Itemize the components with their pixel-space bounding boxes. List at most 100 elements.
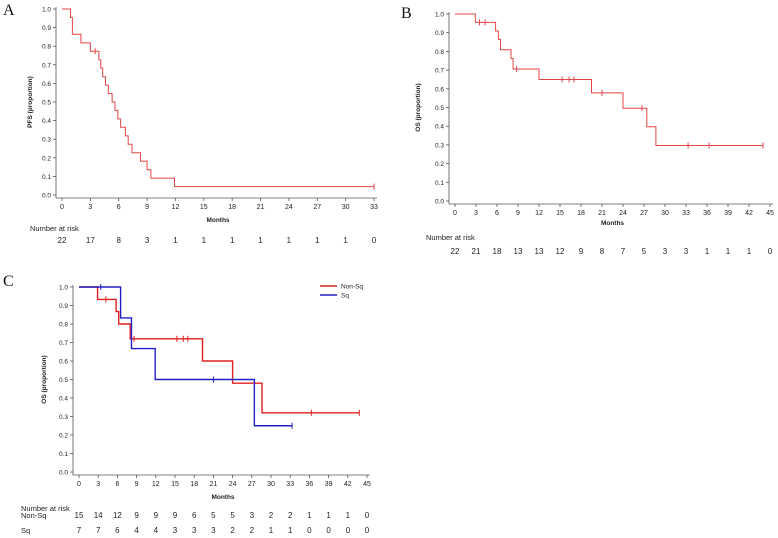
x-tick-label: 30 <box>661 210 669 217</box>
risk-value: 8 <box>599 247 605 256</box>
risk-value: 1 <box>725 247 731 256</box>
risk-table-title-a: Number at risk <box>30 224 79 233</box>
risk-value: 1 <box>258 236 263 245</box>
y-tick-label: 0.1 <box>435 180 444 187</box>
x-tick-label: 24 <box>285 204 293 211</box>
x-tick-label: 18 <box>190 481 198 488</box>
risk-value: 4 <box>153 526 159 535</box>
risk-value: 4 <box>134 526 139 535</box>
km-curve-sq <box>79 286 293 427</box>
risk-value: 3 <box>662 247 668 256</box>
y-tick-label: 0.7 <box>42 62 51 69</box>
x-axis-label: Months <box>211 494 234 501</box>
x-tick-label: 15 <box>171 481 179 488</box>
risk-value: 9 <box>578 247 584 256</box>
risk-value: 1 <box>229 236 235 245</box>
y-tick-label: 0.9 <box>435 30 444 37</box>
risk-value: 0 <box>307 526 312 535</box>
risk-value: 1 <box>746 247 752 256</box>
y-axis-label: OS (proportion) <box>41 355 48 403</box>
x-tick-label: 36 <box>306 481 314 488</box>
risk-value: 3 <box>144 236 150 245</box>
y-tick-label: 0.7 <box>59 340 68 347</box>
x-tick-label: 27 <box>313 204 321 211</box>
x-tick-label: 39 <box>724 210 732 217</box>
risk-value: 9 <box>134 511 139 520</box>
risk-value: 1 <box>345 511 351 520</box>
risk-value: 0 <box>326 526 331 535</box>
x-tick-label: 42 <box>344 481 352 488</box>
x-tick-label: 15 <box>200 204 208 211</box>
risk-value: 12 <box>112 511 122 520</box>
risk-value: 1 <box>343 236 348 245</box>
risk-value: 5 <box>641 247 647 256</box>
y-tick-label: 0.8 <box>435 49 444 56</box>
x-tick-label: 18 <box>228 204 236 211</box>
risk-row-label: Non-Sq <box>21 511 47 520</box>
x-tick-label: 30 <box>342 204 350 211</box>
y-tick-label: 1.0 <box>435 12 444 19</box>
risk-value: 1 <box>704 247 710 256</box>
x-tick-label: 0 <box>77 481 81 488</box>
legend-label: Non-Sq <box>341 284 363 291</box>
y-tick-label: 0.2 <box>435 161 444 168</box>
risk-value: 3 <box>172 526 178 535</box>
km-chart-os-histology: 0.00.10.20.30.40.50.60.70.80.91.00 3 6 9 12 1… <box>41 284 371 502</box>
risk-value: 7 <box>95 526 101 535</box>
risk-value: 3 <box>191 526 197 535</box>
km-chart-pfs: 0.0 0.1 0.2 0.3 0.4 0.5 0.6 0.7 0.8 0.9 1.0 0 3 6 9 12 1… <box>27 7 378 225</box>
risk-value: 13 <box>513 247 523 256</box>
risk-value: 21 <box>471 247 481 256</box>
risk-value: 14 <box>93 511 103 520</box>
risk-value: 0 <box>364 526 370 535</box>
legend-label: Sq <box>341 293 349 300</box>
x-tick-label: 9 <box>145 204 149 211</box>
risk-value: 1 <box>326 511 331 520</box>
risk-value: 2 <box>230 526 235 535</box>
x-tick-label: 15 <box>556 210 564 217</box>
x-tick-label: 9 <box>135 481 139 488</box>
risk-value: 1 <box>268 526 274 535</box>
risk-value: 2 <box>249 526 255 535</box>
y-axis-label: PFS (proportion) <box>27 76 34 128</box>
x-tick-label: 45 <box>363 481 371 488</box>
risk-value: 8 <box>116 236 121 245</box>
risk-value: 9 <box>172 511 178 520</box>
risk-value: 15 <box>74 511 84 520</box>
x-tick-label: 3 <box>474 210 478 217</box>
x-tick-label: 3 <box>96 481 100 488</box>
y-tick-label: 0.8 <box>42 44 51 51</box>
y-tick-label: 0.6 <box>435 86 444 93</box>
y-tick-label: 0.3 <box>42 137 51 144</box>
y-tick-label: 0.4 <box>59 396 68 403</box>
y-tick-label: 0.4 <box>435 124 444 131</box>
risk-row-label: Sq <box>21 526 31 535</box>
y-tick-label: 0.0 <box>59 470 68 477</box>
risk-value: 3 <box>683 247 689 256</box>
risk-value: 2 <box>268 511 274 520</box>
risk-value: 1 <box>201 236 207 245</box>
y-tick-label: 0.9 <box>42 25 51 32</box>
risk-table-title-c: Number at risk <box>21 504 70 513</box>
y-tick-label: 0.3 <box>59 414 68 421</box>
risk-value: 22 <box>450 247 460 256</box>
y-tick-label: 0.1 <box>59 451 68 458</box>
y-tick-label: 0.9 <box>59 303 68 310</box>
risk-value: 6 <box>191 511 197 520</box>
risk-table-title-b: Number at risk <box>426 233 475 242</box>
y-tick-label: 0.5 <box>59 377 68 384</box>
y-tick-label: 0.6 <box>59 359 68 366</box>
x-tick-label: 21 <box>210 481 218 488</box>
x-tick-label: 39 <box>325 481 333 488</box>
risk-value: 0 <box>767 247 773 256</box>
risk-value: 5 <box>230 511 235 520</box>
risk-value: 5 <box>211 511 216 520</box>
x-tick-label: 27 <box>640 210 648 217</box>
panel-letter-b: B <box>401 5 412 22</box>
x-tick-label: 0 <box>453 210 457 217</box>
y-tick-label: 0.3 <box>435 142 444 149</box>
risk-value: 9 <box>153 511 159 520</box>
km-chart-os: 0.00.10.20.30.40.50.60.70.80.91.00 3 6 9 12 1… <box>415 12 774 228</box>
risk-value: 2 <box>287 511 293 520</box>
x-tick-label: 24 <box>229 481 237 488</box>
